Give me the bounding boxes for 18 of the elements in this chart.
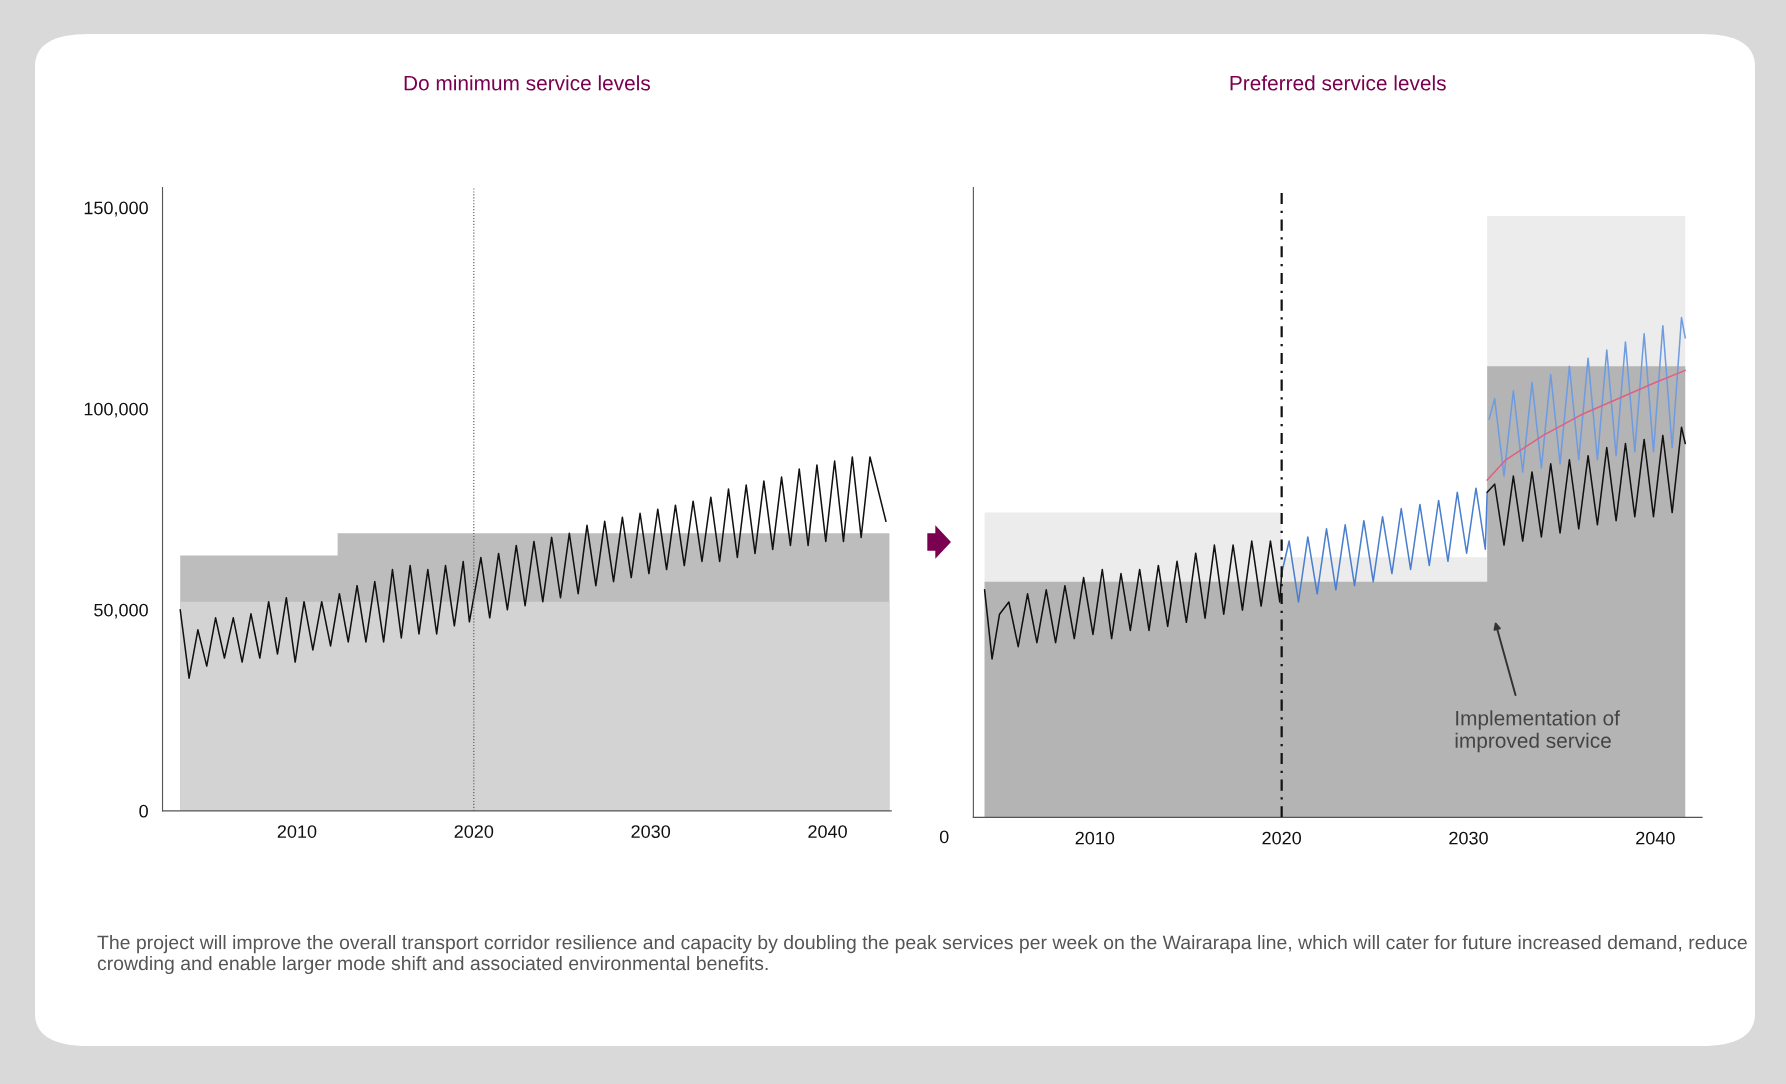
y-tick-label: 150,000 [84, 201, 148, 217]
x-tick-label: 2010 [1075, 831, 1115, 845]
x-tick-label: 2030 [1449, 831, 1488, 845]
y-tick-label: 50,000 [94, 603, 148, 619]
annotation: Implementation of improved service [1455, 710, 1620, 753]
x-tick-label: 2020 [1262, 831, 1302, 845]
x-tick-label: 2040 [808, 825, 847, 838]
x-tick-label: 2020 [454, 825, 494, 838]
y-tick-label: 0 [139, 804, 148, 818]
x-tick-label: 2040 [1636, 831, 1675, 845]
x-tick-label: 2030 [631, 825, 671, 838]
chart-title: Preferred service levels [1230, 75, 1446, 91]
x-tick-label: 2010 [277, 825, 317, 838]
text: 0 [939, 830, 949, 844]
y-tick-label: 100,000 [84, 402, 148, 418]
line-series [179, 456, 887, 679]
chart-title: Do minimum service levels [404, 75, 650, 91]
text: The project will improve the overall transport corridor resilience and capacity by doubling the peak services per week on the Wairarapa line, which will cater for future increased demand, reduce crowding and enable larger mode shift and associated environmental benefits. [97, 935, 1747, 975]
